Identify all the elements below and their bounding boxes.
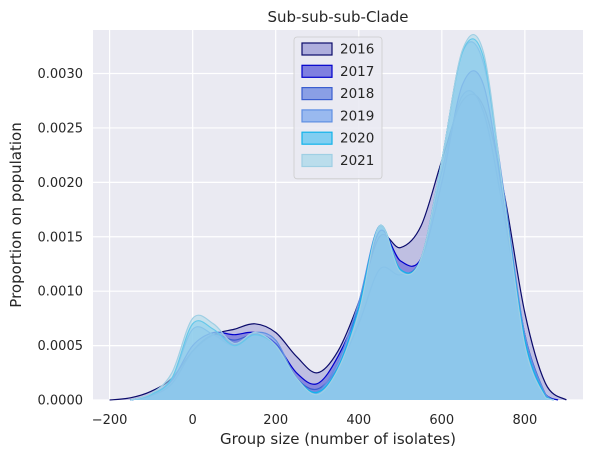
y-tick-label: 0.0005	[38, 339, 84, 354]
legend-label: 2018	[340, 86, 374, 102]
x-tick-label: 800	[512, 413, 537, 428]
density-areas	[109, 33, 567, 401]
y-tick-label: 0.0025	[38, 121, 84, 136]
y-tick-label: 0.0030	[38, 67, 84, 82]
y-axis-label: Proportion on population	[7, 122, 25, 307]
legend-label: 2019	[340, 108, 374, 124]
legend-swatch-2016	[301, 42, 333, 56]
x-axis-ticks: −200 0 200 400 600 800	[92, 413, 538, 428]
x-tick-label: 400	[346, 413, 371, 428]
y-tick-label: 0.0015	[38, 230, 84, 245]
legend-swatch-2018	[301, 86, 333, 101]
x-axis-label: Group size (number of isolates)	[220, 430, 456, 448]
legend-swatch-2020	[301, 131, 333, 145]
y-axis-ticks: 0.0000 0.0005 0.0010 0.0015 0.0020 0.0025 0.00…	[38, 67, 84, 408]
y-tick-label: 0.0020	[38, 176, 84, 191]
x-tick-label: 0	[189, 413, 197, 428]
y-tick-label: 0.0010	[38, 285, 84, 300]
legend-swatch-2019	[301, 109, 333, 123]
x-tick-label: 600	[429, 413, 454, 428]
legend-label: 2021	[340, 153, 374, 169]
x-tick-label: 200	[263, 413, 288, 428]
chart-title: Sub-sub-sub-Clade	[267, 8, 408, 26]
density-line-2021	[130, 33, 555, 401]
legend-label: 2020	[340, 131, 374, 147]
x-tick-label: −200	[92, 413, 128, 428]
legend-swatch-2017	[301, 64, 333, 78]
y-tick-label: 0.0000	[38, 394, 84, 409]
legend: 2016 2017 2018 2019 2020 2021	[293, 36, 383, 180]
legend-label: 2016	[340, 42, 374, 58]
legend-label: 2017	[340, 64, 374, 80]
legend-swatch-2021	[301, 153, 333, 168]
